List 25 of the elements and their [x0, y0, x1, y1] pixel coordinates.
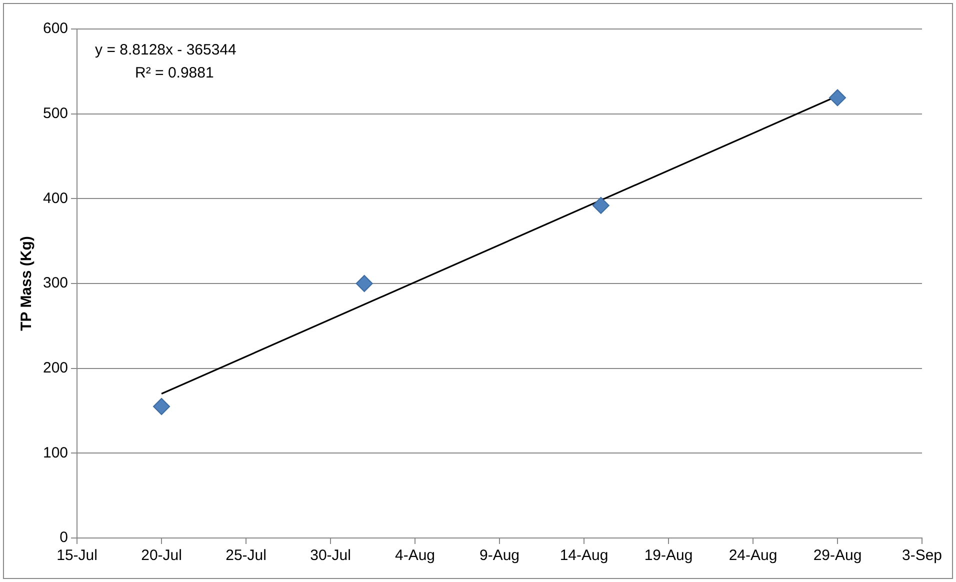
x-tick-label: 30-Jul [310, 547, 351, 564]
x-tick-label: 9-Aug [480, 547, 520, 564]
y-tick-label: 0 [60, 529, 68, 546]
y-tick-label: 500 [42, 104, 68, 122]
y-axis-title: TP Mass (Kg) [18, 236, 36, 331]
x-tick-label: 24-Aug [728, 547, 778, 564]
point [592, 196, 610, 214]
point [153, 398, 170, 416]
x-tick-label: 20-Jul [141, 547, 182, 564]
x-tick-label: 15-Jul [56, 547, 98, 564]
x-tick-label: 25-Jul [226, 547, 266, 564]
y-tick-label: 600 [42, 20, 68, 38]
y-tick-label: 300 [42, 274, 68, 292]
annotation: y = 8.8128x - 365344 [95, 42, 236, 59]
point [356, 275, 373, 292]
x-tick-label: 19-Aug [644, 547, 693, 564]
x-tick-label: 4-Aug [395, 547, 436, 564]
x-tick-label: 29-Aug [813, 547, 862, 564]
y-tick-label: 400 [42, 190, 68, 207]
point [829, 89, 846, 106]
annotation: R² = 0.9881 [135, 64, 214, 82]
x-tick-label: 3-Sep [902, 547, 942, 564]
y-tick-label: 200 [42, 359, 68, 376]
x-tick-label: 14-Aug [560, 547, 608, 564]
y-tick-label: 100 [42, 444, 68, 462]
